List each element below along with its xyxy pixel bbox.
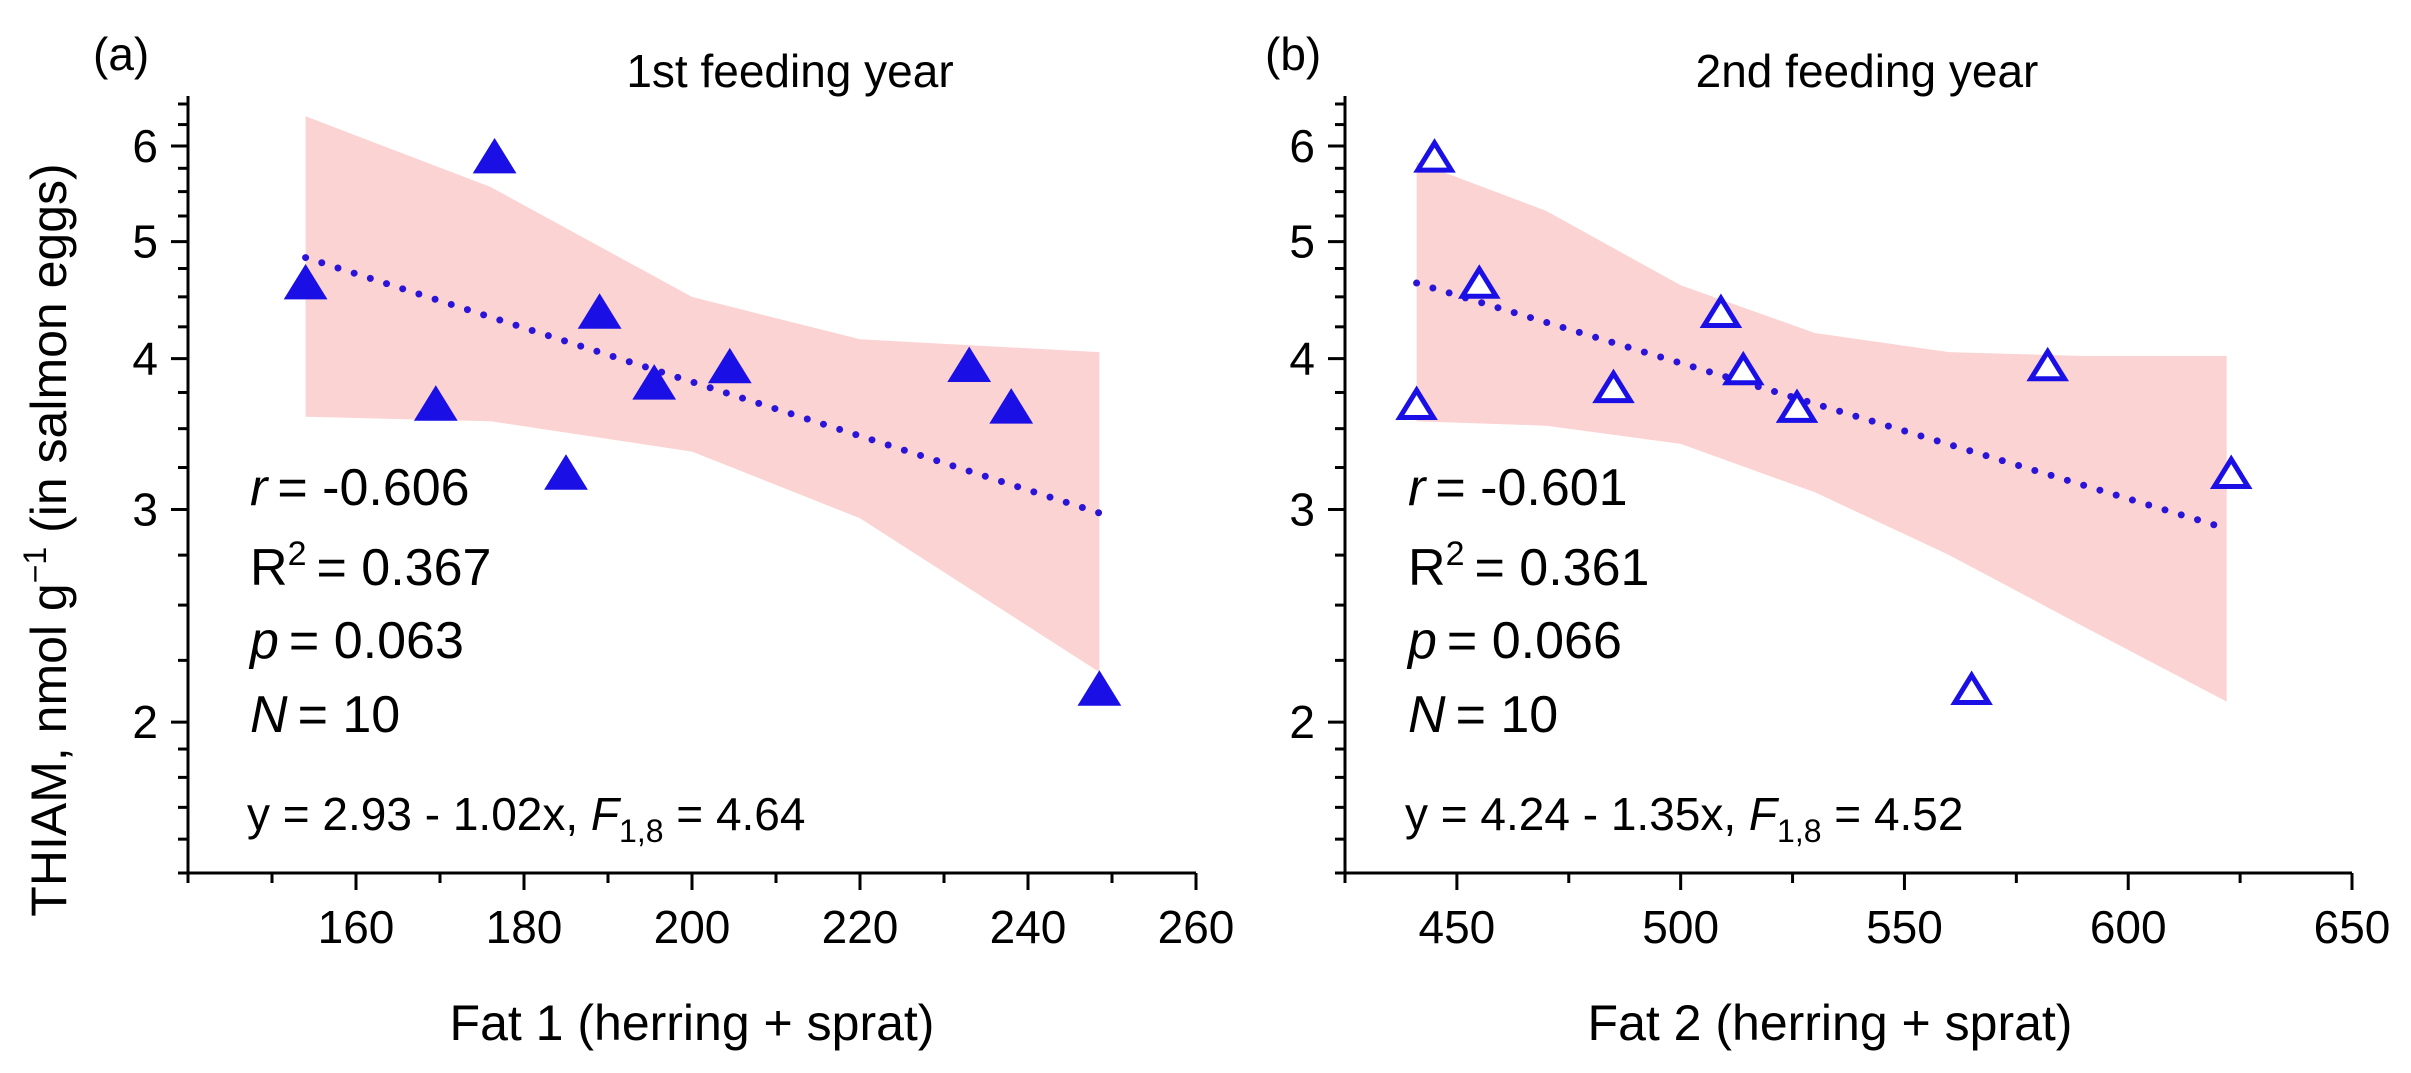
data-point <box>707 347 752 384</box>
stat-r: r = -0.601 <box>1408 459 1628 517</box>
x-tick-label: 180 <box>486 901 563 953</box>
data-point <box>413 385 458 421</box>
data-point <box>2209 454 2253 489</box>
y-tick-label: 2 <box>132 696 158 748</box>
y-tick-label: 5 <box>1289 216 1315 268</box>
x-tick-label: 260 <box>1158 901 1235 953</box>
data-point <box>472 137 517 174</box>
x-tick-label: 450 <box>1419 901 1496 953</box>
stat-p: p = 0.066 <box>1406 612 1622 670</box>
x-tick-label: 600 <box>2090 901 2167 953</box>
y-tick-label: 3 <box>1289 483 1315 535</box>
regression-equation: y = 4.24 - 1.35x, F1,8 = 4.52 <box>1405 788 1963 849</box>
panel-b: (b) 2nd feeding year 450 500 550 600 650 2 3 4 5… <box>1265 28 2390 1051</box>
data-point <box>577 293 622 329</box>
panel-letter: (a) <box>93 28 149 80</box>
data-point <box>544 454 588 490</box>
panel-title: 2nd feeding year <box>1696 45 2039 97</box>
data-point <box>632 364 677 400</box>
x-tick-label: 160 <box>318 901 395 953</box>
x-tick-label: 220 <box>822 901 899 953</box>
y-tick-label: 4 <box>132 333 158 385</box>
panel-letter: (b) <box>1265 28 1321 80</box>
x-tick-label: 550 <box>1866 901 1943 953</box>
x-tick-label: 240 <box>990 901 1067 953</box>
regression-equation: y = 2.93 - 1.02x, F1,8 = 4.64 <box>247 788 805 849</box>
stat-n: N = 10 <box>1408 686 1558 744</box>
confidence-band <box>1416 162 2227 702</box>
data-point <box>1077 670 1122 706</box>
y-tick-label: 3 <box>132 483 158 535</box>
panel-a: (a) 1st feeding year 160 180 200 220 240 260 2… <box>93 28 1234 1051</box>
confidence-band <box>305 116 1100 673</box>
data-point <box>1950 670 1993 705</box>
stats-block: r = -0.601 R2 = 0.361 p = 0.066 N = 10 <box>1406 459 1649 744</box>
data-point <box>1722 350 1765 386</box>
y-tick-label: 6 <box>132 120 158 172</box>
data-point <box>1395 385 1438 420</box>
x-tick-label: 650 <box>2314 901 2391 953</box>
x-tick-label: 200 <box>654 901 731 953</box>
y-tick-label: 4 <box>1289 333 1315 385</box>
stat-r2: R2 = 0.361 <box>1408 535 1649 597</box>
stat-r2: R2 = 0.367 <box>250 535 491 597</box>
stat-r: r = -0.606 <box>250 459 470 517</box>
panel-title: 1st feeding year <box>626 45 953 97</box>
x-tick-label: 500 <box>1642 901 1719 953</box>
x-axis-title: Fat 1 (herring + sprat) <box>450 995 935 1051</box>
data-point <box>989 388 1034 424</box>
data-point <box>1699 293 1743 328</box>
y-tick-label: 2 <box>1289 696 1315 748</box>
data-point <box>1458 264 1501 299</box>
stat-p: p = 0.063 <box>248 612 464 670</box>
data-point <box>947 346 992 382</box>
y-tick-label: 5 <box>132 216 158 268</box>
data-point <box>1775 388 1819 423</box>
y-tick-label: 6 <box>1289 120 1315 172</box>
trend-line <box>302 254 1103 517</box>
data-point <box>283 263 328 300</box>
data-point <box>1413 138 1456 173</box>
stats-block: r = -0.606 R2 = 0.367 p = 0.063 N = 10 <box>248 459 491 744</box>
data-point <box>2026 346 2069 382</box>
stat-n: N = 10 <box>250 686 400 744</box>
data-point <box>1592 368 1635 404</box>
y-axis-title: THIAM, nmol g−1 (in salmon eggs) <box>17 163 77 916</box>
x-axis-title: Fat 2 (herring + sprat) <box>1588 995 2073 1051</box>
